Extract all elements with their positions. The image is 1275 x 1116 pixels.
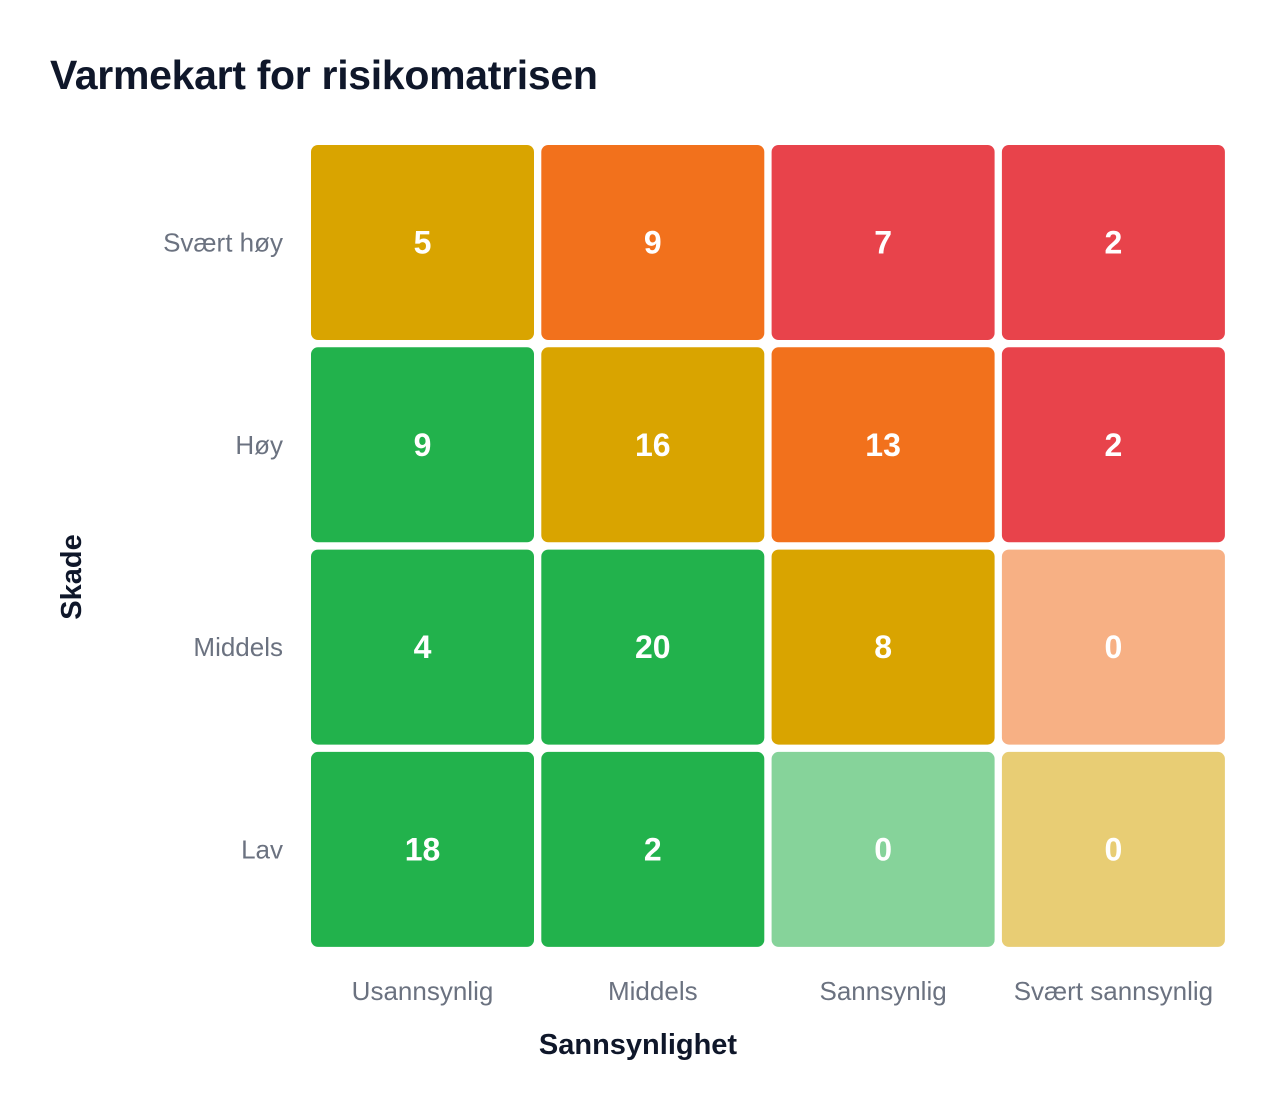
y-tick-label: Svært høy <box>163 228 283 258</box>
heatmap-cell-value: 20 <box>635 629 671 665</box>
x-tick-label: Usannsynlig <box>352 976 494 1006</box>
heatmap-cell-value: 4 <box>414 629 432 665</box>
heatmap-cell <box>311 549 534 745</box>
y-axis-label: Skade <box>56 534 88 619</box>
x-tick-label: Svært sannsynlig <box>1014 976 1213 1006</box>
x-axis-label: Sannsynlighet <box>539 1029 738 1061</box>
heatmap-cell-value: 18 <box>405 831 441 867</box>
heatmap-cell-value: 9 <box>414 427 432 463</box>
heatmap-cell <box>1001 549 1225 745</box>
heatmap-cell-value: 2 <box>1105 225 1123 261</box>
heatmap-cell-value: 0 <box>1105 629 1123 665</box>
heatmap-cell <box>1001 751 1225 947</box>
heatmap-cell-value: 5 <box>414 225 432 261</box>
x-axis-tick-labels: Usannsynlig Middels Sannsynlig Svært sannsy… <box>352 976 1213 1006</box>
heatmap-cell-value: 7 <box>874 225 892 261</box>
heatmap-cell <box>541 347 765 543</box>
x-tick-label: Middels <box>608 976 698 1006</box>
y-axis-tick-labels: Svært høy Høy Middels Lav <box>163 228 283 865</box>
x-tick-label: Sannsynlig <box>819 976 946 1006</box>
chart-title: Varmekart for risikomatrisen <box>50 52 598 98</box>
heatmap-cell <box>311 347 534 543</box>
y-tick-label: Høy <box>235 430 283 460</box>
heatmap-cell <box>771 751 995 947</box>
y-tick-label: Lav <box>241 834 283 864</box>
heatmap-cell <box>311 145 534 340</box>
heatmap-cell <box>771 145 995 340</box>
heatmap-cell-value: 2 <box>644 831 662 867</box>
heatmap-cell-value: 13 <box>865 427 901 463</box>
y-tick-label: Middels <box>193 632 283 662</box>
heatmap-cell-value: 16 <box>635 427 671 463</box>
heatmap-cell <box>771 347 995 543</box>
heatmap-cell-value: 9 <box>644 225 662 261</box>
heatmap-cell <box>541 145 765 340</box>
heatmap-cell-value: 8 <box>874 629 892 665</box>
heatmap-cell <box>771 549 995 745</box>
heatmap-cell-value: 2 <box>1105 427 1123 463</box>
heatmap-cell <box>1001 145 1225 340</box>
heatmap-cell <box>541 549 765 745</box>
heatmap-cell <box>311 751 534 947</box>
heatmap-cell <box>1001 347 1225 543</box>
heatmap-cell-value: 0 <box>874 831 892 867</box>
heatmap-cell <box>541 751 765 947</box>
heatmap-cells: 5 9 7 29 16 13 24 20 8 018 2 0 0 <box>311 145 1225 947</box>
heatmap-cell-value: 0 <box>1105 831 1123 867</box>
